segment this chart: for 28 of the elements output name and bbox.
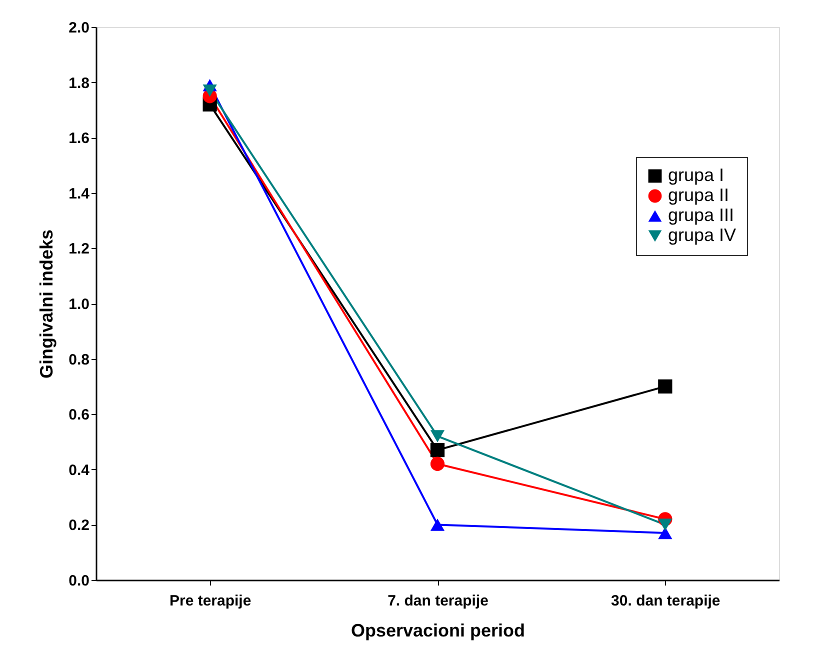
y-tick-label: 0.0 <box>68 572 90 590</box>
point <box>658 526 672 540</box>
point <box>430 456 445 471</box>
y-tick-label: 1.8 <box>68 74 90 92</box>
point <box>430 442 445 458</box>
legend-label: grupa I <box>668 165 724 185</box>
y-tick-label: 0.6 <box>68 406 90 424</box>
y-tick-label: 1.2 <box>68 240 90 258</box>
point <box>430 430 445 442</box>
legend-label: grupa IV <box>668 225 736 245</box>
y-tick-label: 1.0 <box>68 296 90 313</box>
y-tick-label: 1.6 <box>68 130 90 148</box>
y-tick-label: 1.4 <box>68 185 90 202</box>
point <box>658 379 672 394</box>
x-axis-title: Opservacioni period <box>350 620 526 640</box>
point <box>430 518 445 531</box>
point <box>202 84 217 97</box>
point <box>658 518 672 531</box>
y-axis-title: Gingivalni indeks <box>36 229 57 379</box>
legend-label: grupa III <box>668 205 734 225</box>
y-tick-label: 0.2 <box>68 517 90 534</box>
legend-label: grupa II <box>668 185 730 205</box>
x-tick-label: Pre terapije <box>169 592 252 610</box>
x-tick-label: 7. dan terapije <box>388 592 488 610</box>
y-tick-label: 0.8 <box>68 351 90 368</box>
x-tick-label: 30. dan terapije <box>611 592 720 610</box>
y-tick-label: 2.0 <box>68 20 90 36</box>
y-tick-label: 0.4 <box>68 462 90 479</box>
